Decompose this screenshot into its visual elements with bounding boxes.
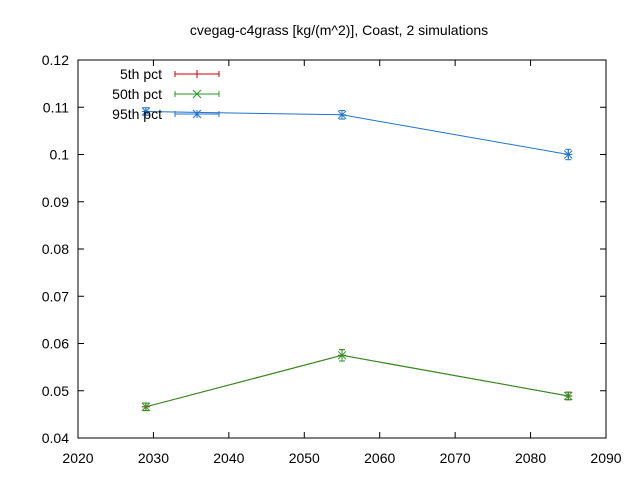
- series-line: [145, 354, 569, 408]
- x-tick-label: 2020: [62, 450, 93, 466]
- x-tick-label: 2040: [213, 450, 244, 466]
- data-point: [337, 110, 347, 120]
- y-tick-label: 0.04: [42, 430, 69, 446]
- y-tick-label: 0.11: [43, 99, 69, 115]
- legend-label: 50th pct: [112, 86, 162, 102]
- legend-item: 50th pct: [112, 86, 220, 102]
- data-point: [563, 391, 573, 401]
- legend: 5th pct 50th pct 95th pct: [112, 66, 220, 122]
- marker-stroke: [563, 391, 573, 401]
- series-5th-pct: [141, 349, 573, 412]
- legend-marker: [193, 70, 201, 78]
- y-axis: 0.04 0.05 0.06 0.07 0.08 0.09 0.1 0.11 0.12: [42, 52, 606, 446]
- marker-stroke: [141, 402, 151, 412]
- y-tick-label: 0.05: [42, 383, 69, 399]
- legend-item: 5th pct: [120, 66, 220, 82]
- y-tick-label: 0.12: [42, 52, 69, 68]
- marker-stroke: [337, 350, 347, 360]
- data-point: [141, 402, 151, 412]
- x-axis: 2020 2030 2040 2050 2060 2070 2080 2090: [62, 60, 622, 466]
- marker-stroke: [141, 107, 151, 116]
- series-95th-pct: [141, 107, 573, 161]
- x-tick-label: 2060: [364, 450, 395, 466]
- y-tick-label: 0.1: [50, 147, 70, 163]
- x-tick-label: 2070: [440, 450, 471, 466]
- series-line: [145, 111, 569, 155]
- y-tick-label: 0.06: [42, 336, 69, 352]
- marker-stroke: [192, 109, 202, 119]
- chart-title: cvegag-c4grass [kg/(m^2)], Coast, 2 simu…: [190, 22, 488, 38]
- x-tick-label: 2090: [590, 450, 621, 466]
- data-point: [141, 107, 151, 116]
- x-tick-label: 2050: [289, 450, 320, 466]
- y-tick-label: 0.09: [42, 194, 69, 210]
- series-layer: [141, 107, 573, 412]
- data-point: [563, 150, 573, 159]
- legend-label: 5th pct: [120, 66, 162, 82]
- y-tick-label: 0.08: [42, 241, 69, 257]
- x-tick-label: 2030: [138, 450, 169, 466]
- series-line: [145, 354, 569, 408]
- legend-marker: [192, 109, 202, 119]
- marker-stroke: [192, 89, 202, 99]
- data-point: [337, 350, 347, 360]
- x-tick-label: 2080: [515, 450, 546, 466]
- y-tick-label: 0.07: [42, 288, 69, 304]
- legend-label: 95th pct: [112, 106, 162, 122]
- marker-stroke: [337, 110, 347, 120]
- marker-stroke: [563, 150, 573, 159]
- series-50th-pct: [141, 349, 573, 412]
- legend-item: 95th pct: [112, 106, 220, 122]
- legend-marker: [192, 89, 202, 99]
